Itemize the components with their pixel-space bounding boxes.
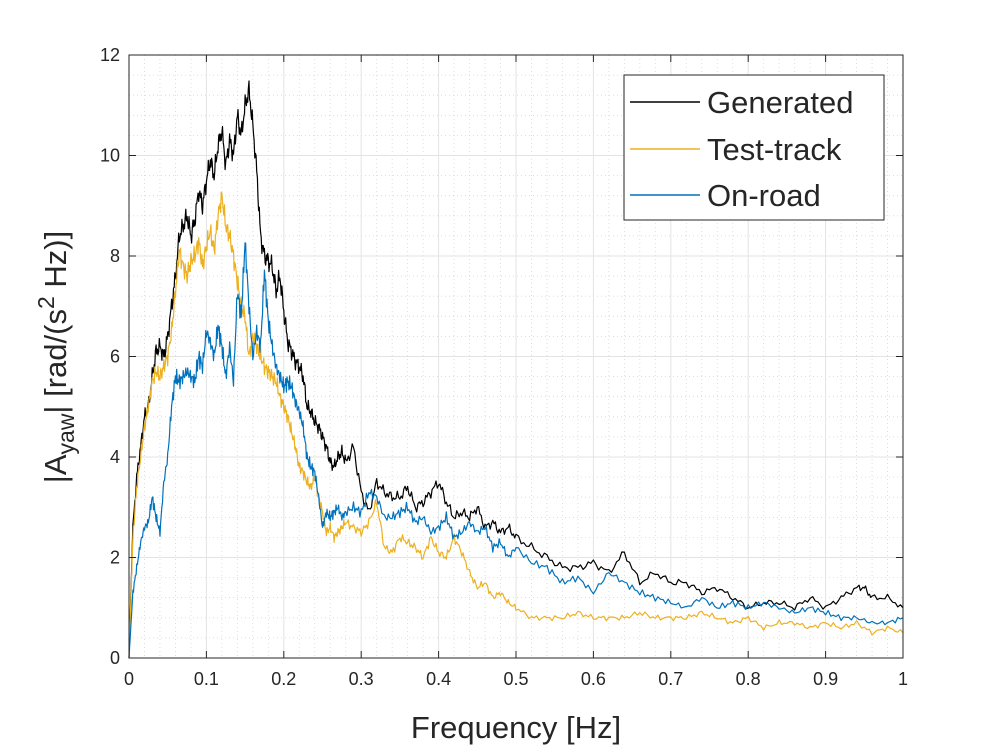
y-tick-label: 8: [110, 246, 120, 266]
y-tick-label: 10: [100, 146, 120, 166]
legend-label-on-road: On-road: [707, 178, 821, 213]
series-line-generated: [128, 80, 904, 659]
x-axis-title: Frequency [Hz]: [411, 710, 621, 745]
y-axis-title-superscript: 2: [33, 296, 59, 309]
y-tick-label: 12: [100, 45, 120, 65]
y-axis-title-subscript: yaw: [53, 413, 79, 454]
series-line-test-track: [128, 191, 904, 659]
x-tick-label: 0.1: [194, 669, 219, 689]
y-tick-label: 2: [110, 548, 120, 568]
y-axis-title-suffix: Hz)]: [38, 231, 73, 296]
x-tick-label: 0.9: [813, 669, 838, 689]
x-tick-label: 0: [124, 669, 134, 689]
x-tick-label: 0.4: [426, 669, 451, 689]
legend: Generated Test-track On-road: [623, 74, 885, 221]
series-line-on-road: [128, 242, 904, 659]
y-axis-title-prefix: |A: [38, 454, 73, 483]
series-layer: [128, 80, 904, 659]
y-tick-label: 0: [110, 648, 120, 668]
legend-box: [623, 74, 885, 221]
x-tick-label: 0.7: [658, 669, 683, 689]
x-tick-label: 0.8: [736, 669, 761, 689]
legend-label-generated: Generated: [707, 85, 854, 120]
y-axis-title: |Ayaw| [rad/(s2 Hz)]: [33, 231, 79, 483]
x-tick-label: 1: [898, 669, 908, 689]
y-axis-title-middle: | [rad/(s: [38, 309, 73, 414]
x-tick-label: 0.5: [503, 669, 528, 689]
y-tick-label: 4: [110, 447, 120, 467]
x-tick-label: 0.2: [271, 669, 296, 689]
legend-label-test-track: Test-track: [707, 132, 842, 167]
x-tick-label: 0.6: [581, 669, 606, 689]
y-tick-label: 6: [110, 347, 120, 367]
x-tick-label: 0.3: [349, 669, 374, 689]
